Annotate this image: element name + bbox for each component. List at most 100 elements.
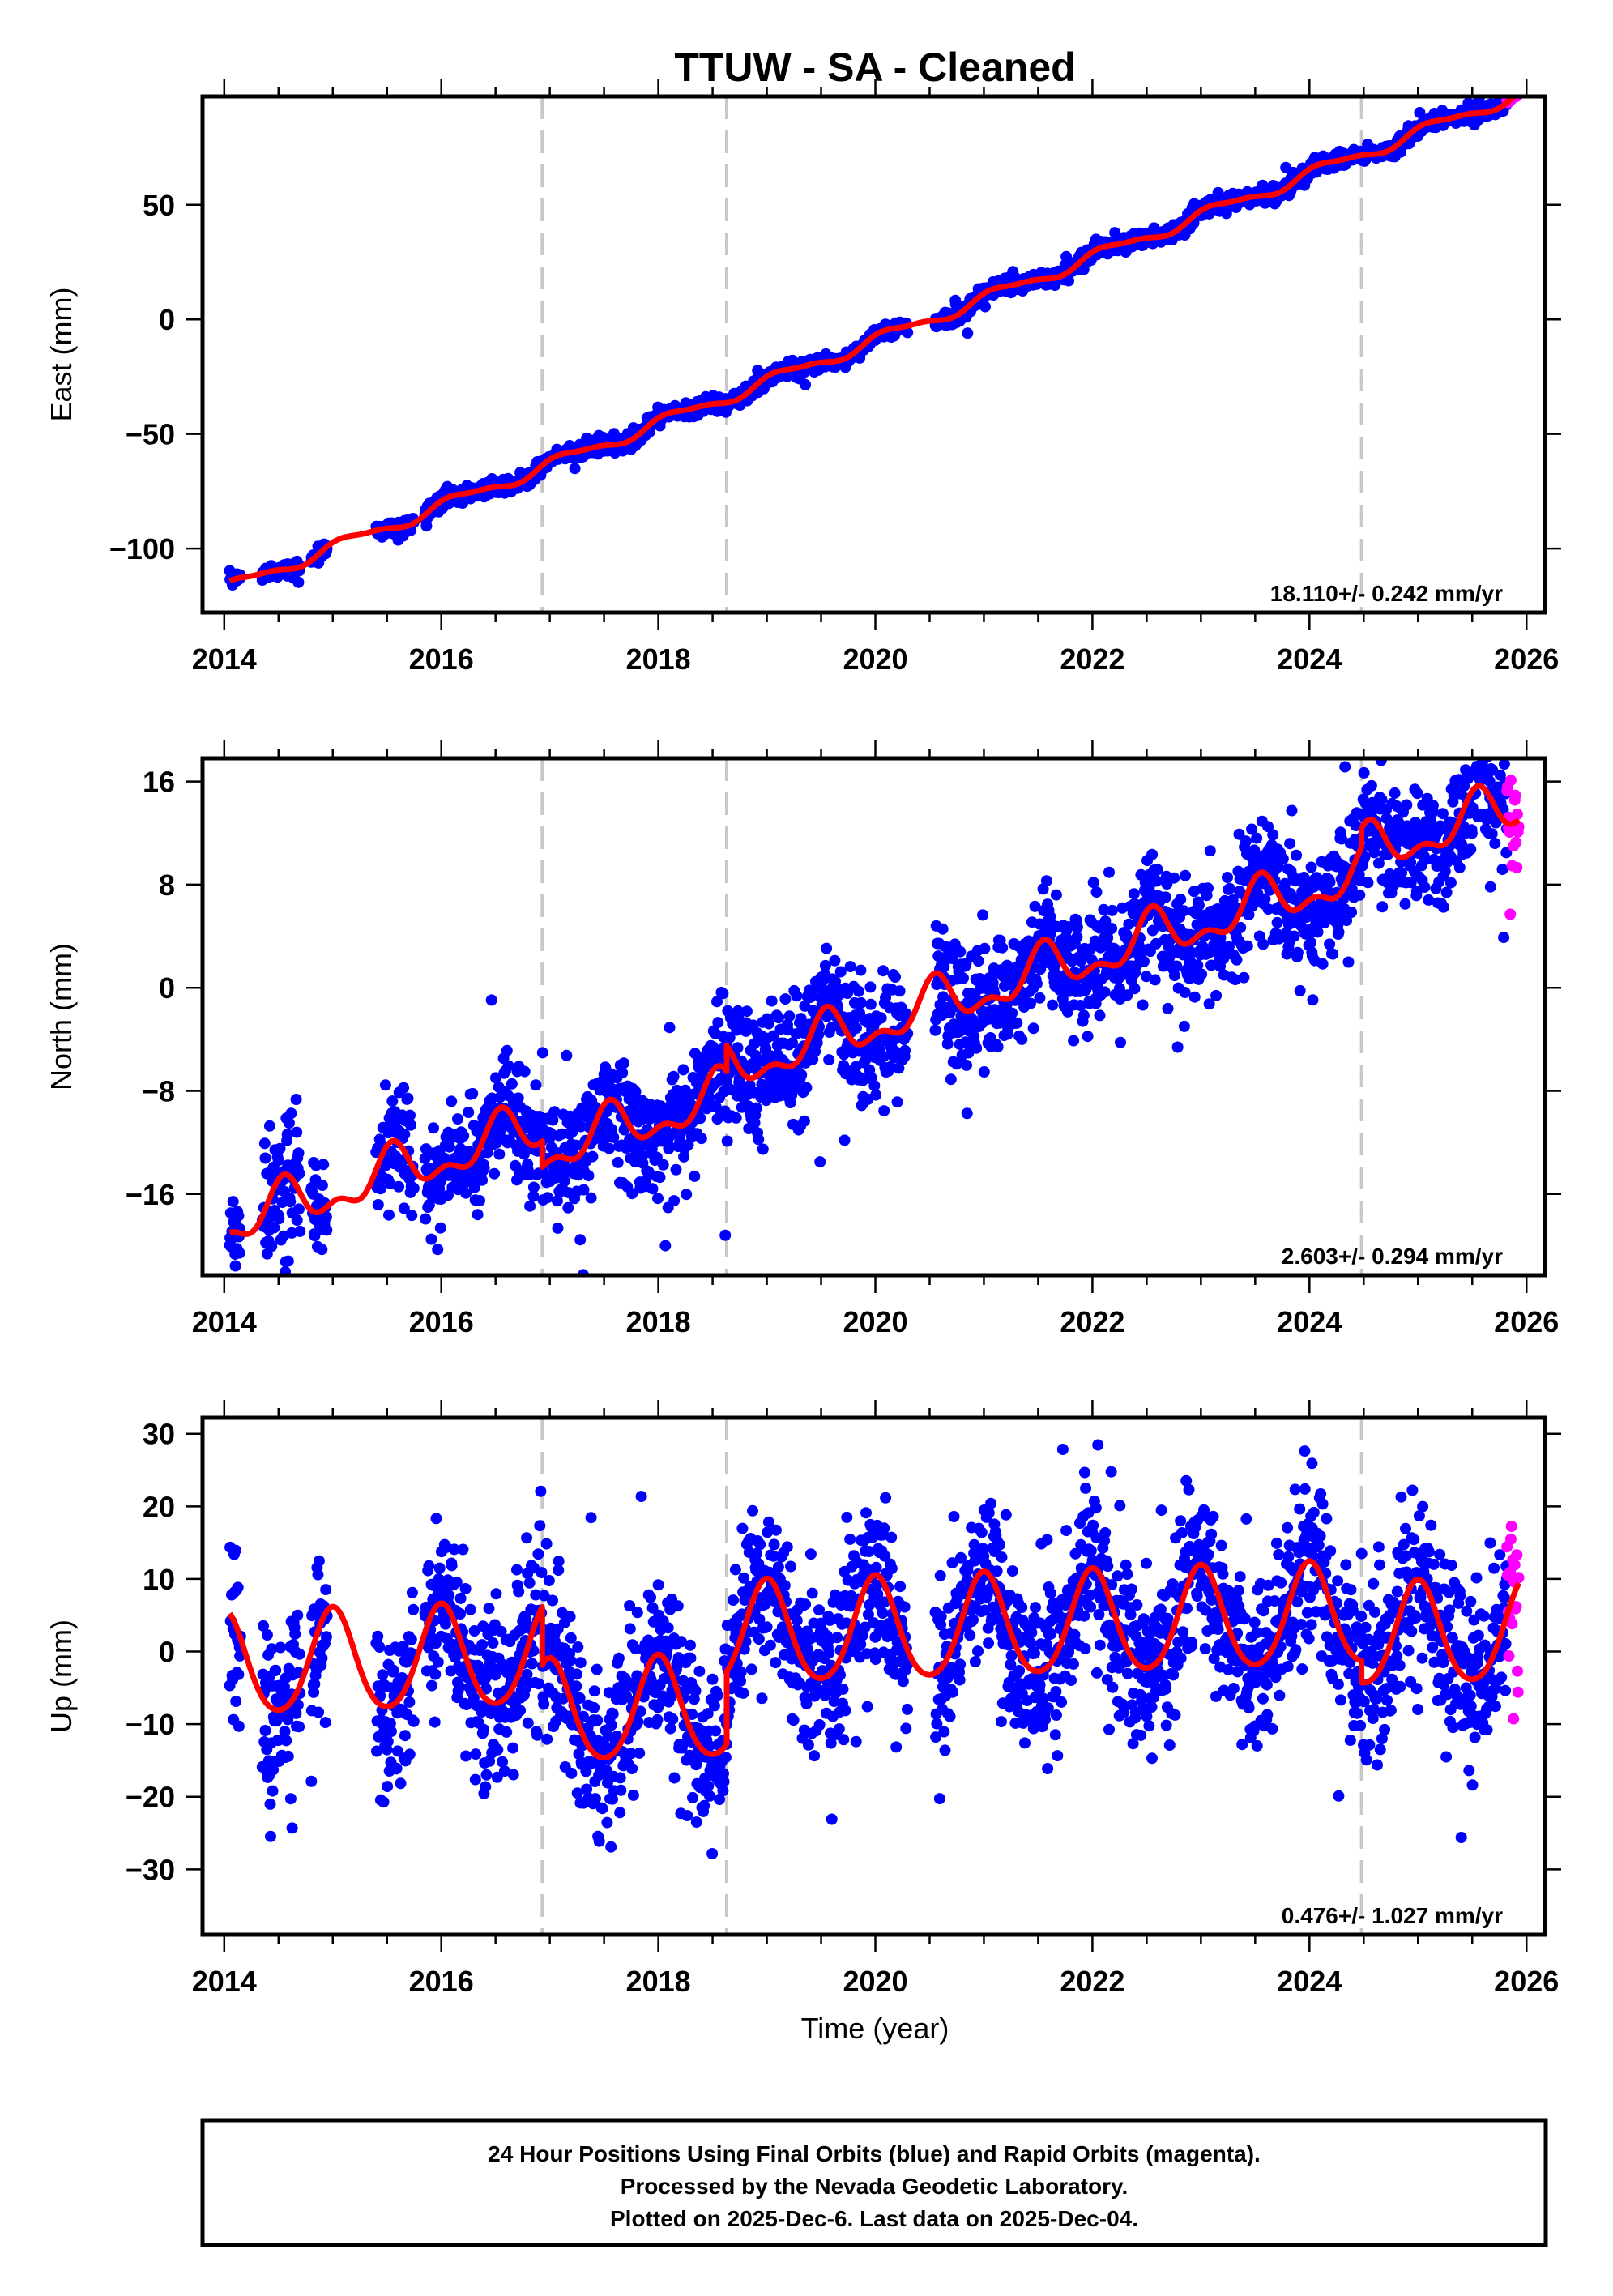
final-orbit-point bbox=[937, 991, 949, 1003]
north-x-tick-label: 2024 bbox=[1277, 1305, 1342, 1338]
final-orbit-point bbox=[977, 909, 989, 921]
final-orbit-point bbox=[425, 1233, 437, 1245]
final-orbit-point bbox=[1277, 853, 1289, 865]
final-orbit-point bbox=[478, 1162, 490, 1174]
final-orbit-point bbox=[293, 1167, 305, 1180]
rapid-orbit-point bbox=[1511, 861, 1523, 873]
final-orbit-point bbox=[844, 961, 856, 973]
final-orbit-point bbox=[798, 1115, 810, 1127]
final-orbit-point bbox=[1360, 692, 1372, 703]
final-orbit-point bbox=[561, 1049, 573, 1061]
rapid-orbit-point bbox=[1504, 775, 1517, 787]
north-y-tick-label: 0 bbox=[159, 971, 175, 1005]
final-orbit-point bbox=[1146, 848, 1159, 860]
east-y-axis-label: East (mm) bbox=[45, 288, 78, 422]
final-orbit-point bbox=[1178, 1020, 1190, 1032]
final-orbit-point bbox=[689, 1170, 701, 1182]
final-orbit-point bbox=[890, 971, 901, 983]
final-orbit-point bbox=[527, 1181, 540, 1193]
east-y-tick-label: −50 bbox=[126, 418, 175, 451]
final-orbit-point bbox=[1138, 955, 1150, 967]
final-orbit-point bbox=[578, 1184, 590, 1196]
final-orbit-point bbox=[321, 1224, 333, 1236]
north-y-tick-label: 16 bbox=[143, 766, 175, 799]
final-orbit-point bbox=[1090, 886, 1103, 898]
final-orbit-point bbox=[434, 1222, 446, 1234]
final-orbit-point bbox=[316, 1180, 328, 1191]
final-orbit-point bbox=[766, 995, 778, 1007]
final-orbit-point bbox=[1474, 720, 1485, 732]
final-orbit-point bbox=[791, 990, 803, 1002]
final-orbit-point bbox=[962, 327, 974, 339]
final-orbit-point bbox=[233, 1210, 245, 1222]
final-orbit-point bbox=[1284, 838, 1296, 850]
north-y-tick-label: 8 bbox=[159, 868, 175, 902]
final-orbit-point bbox=[823, 1054, 835, 1066]
final-orbit-point bbox=[604, 1142, 615, 1154]
final-orbit-point bbox=[1231, 954, 1243, 966]
final-orbit-point bbox=[582, 1170, 595, 1182]
final-orbit-point bbox=[443, 1141, 455, 1153]
final-orbit-point bbox=[1175, 894, 1187, 905]
final-orbit-point bbox=[961, 1059, 972, 1071]
final-orbit-point bbox=[406, 1210, 418, 1222]
final-orbit-point bbox=[280, 1265, 292, 1275]
final-orbit-point bbox=[695, 1133, 707, 1145]
final-orbit-point bbox=[1327, 948, 1339, 960]
final-orbit-point bbox=[839, 1134, 851, 1146]
final-orbit-point bbox=[512, 1092, 524, 1104]
final-orbit-point bbox=[877, 965, 890, 977]
final-orbit-point bbox=[398, 1082, 410, 1094]
final-orbit-point bbox=[320, 1211, 332, 1223]
final-orbit-point bbox=[274, 1142, 286, 1154]
final-orbit-point bbox=[432, 1244, 444, 1256]
final-orbit-point bbox=[894, 985, 906, 997]
final-orbit-point bbox=[1251, 832, 1263, 844]
east-y-tick-label: −100 bbox=[109, 532, 175, 565]
final-orbit-point bbox=[1498, 932, 1510, 944]
final-orbit-point bbox=[1068, 1035, 1080, 1047]
final-orbit-point bbox=[399, 1129, 411, 1141]
final-orbit-point bbox=[291, 1126, 303, 1138]
final-orbit-point bbox=[1071, 921, 1083, 933]
final-orbit-point bbox=[1466, 827, 1478, 839]
final-orbit-point bbox=[657, 1159, 669, 1171]
final-orbit-point bbox=[1099, 986, 1111, 998]
east-x-tick-label: 2014 bbox=[192, 642, 257, 676]
rapid-orbit-point bbox=[1510, 836, 1522, 848]
final-orbit-point bbox=[490, 1072, 501, 1084]
final-orbit-point bbox=[372, 1199, 384, 1210]
final-orbit-point bbox=[1419, 881, 1431, 893]
final-orbit-point bbox=[659, 1240, 672, 1252]
final-orbit-point bbox=[1151, 864, 1163, 876]
east-x-tick-label: 2016 bbox=[409, 642, 474, 676]
final-orbit-point bbox=[548, 1106, 561, 1118]
final-orbit-point bbox=[954, 945, 967, 958]
final-orbit-point bbox=[318, 1159, 330, 1171]
final-orbit-point bbox=[829, 954, 841, 967]
final-orbit-point bbox=[979, 301, 991, 313]
final-orbit-point bbox=[1483, 736, 1494, 747]
final-orbit-point bbox=[1188, 991, 1201, 1003]
final-orbit-point bbox=[1129, 983, 1141, 995]
final-orbit-point bbox=[552, 1222, 564, 1234]
final-orbit-point bbox=[518, 1065, 531, 1078]
final-orbit-point bbox=[398, 1202, 410, 1214]
final-orbit-point bbox=[469, 1181, 480, 1193]
final-orbit-point bbox=[458, 1130, 470, 1142]
final-orbit-point bbox=[530, 1079, 542, 1091]
final-orbit-point bbox=[1414, 107, 1426, 118]
final-orbit-point bbox=[1307, 994, 1319, 1006]
final-orbit-point bbox=[233, 1668, 245, 1680]
final-orbit-point bbox=[779, 993, 792, 1005]
final-orbit-point bbox=[677, 1064, 689, 1076]
final-orbit-point bbox=[681, 1189, 693, 1201]
final-orbit-point bbox=[562, 1201, 574, 1214]
final-orbit-point bbox=[1339, 761, 1351, 773]
final-orbit-point bbox=[783, 1010, 796, 1022]
final-orbit-point bbox=[268, 1222, 280, 1234]
final-orbit-point bbox=[1291, 849, 1303, 861]
east-panel: 2014 2016 2018 2020 2022 2024 2026500−50−100Ea… bbox=[45, 79, 1561, 676]
final-orbit-point bbox=[1040, 875, 1052, 887]
final-orbit-point bbox=[1162, 1002, 1174, 1014]
